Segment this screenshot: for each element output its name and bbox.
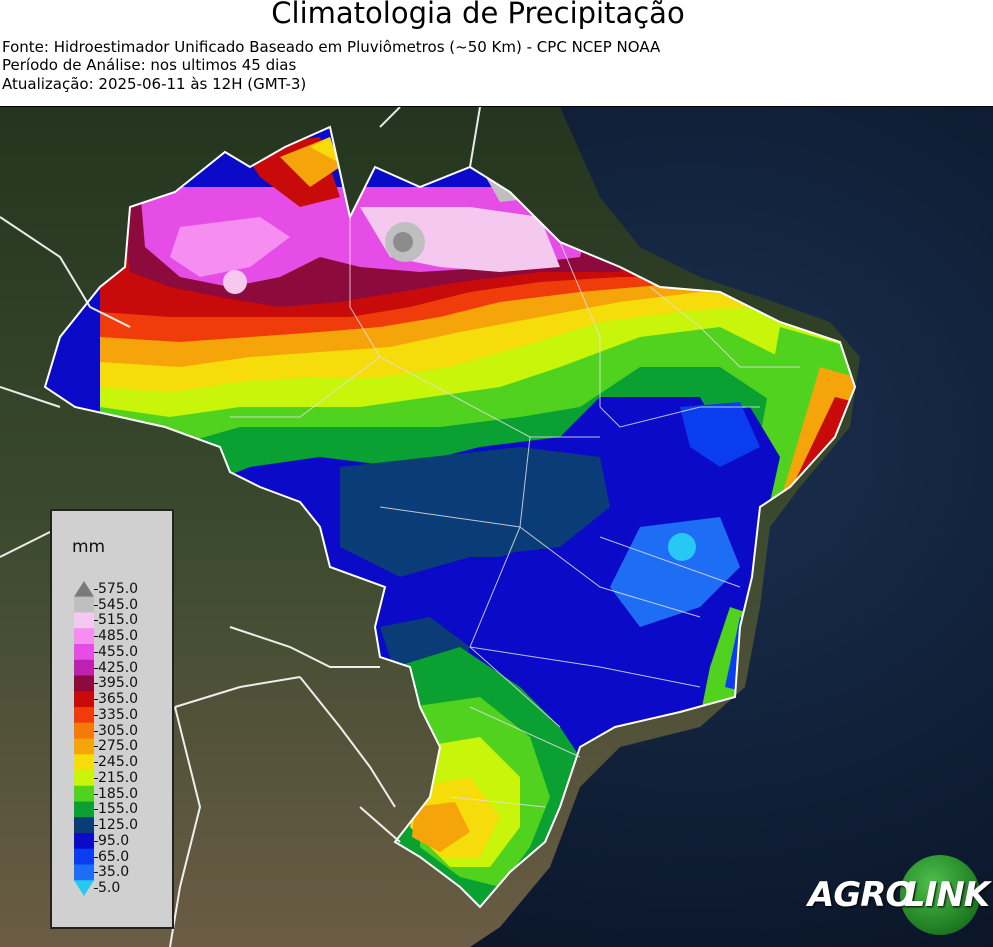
legend-swatch <box>74 848 94 865</box>
legend-swatch <box>74 754 94 771</box>
legend-tick-label: 215.0 <box>98 769 139 786</box>
legend-tick-mark <box>94 872 98 874</box>
legend-tick-label: 515.0 <box>98 612 139 629</box>
legend-tick-label: 425.0 <box>98 659 139 676</box>
legend-swatch <box>74 722 94 739</box>
legend-over-arrow <box>74 581 94 597</box>
map-svg <box>0 107 993 947</box>
legend-swatch <box>74 864 94 881</box>
legend-tick-mark <box>94 856 98 858</box>
logo-text-agro: AGRO <box>808 875 914 915</box>
legend-tick-label: 65.0 <box>98 848 130 865</box>
legend-swatch <box>74 612 94 629</box>
header: Climatologia de Precipitação Fonte: Hidr… <box>0 0 993 106</box>
legend-swatch <box>74 770 94 787</box>
legend-unit: mm <box>72 537 106 557</box>
legend-tick-mark <box>94 825 98 827</box>
legend-swatch <box>74 659 94 676</box>
legend-tick-mark <box>94 762 98 764</box>
legend-tick-label: 95.0 <box>98 832 130 849</box>
legend-color-bar <box>74 581 94 896</box>
legend-tick-label: 365.0 <box>98 691 139 708</box>
legend-tick-mark <box>94 714 98 716</box>
legend-tick-label: 275.0 <box>98 738 139 755</box>
legend-swatch <box>74 644 94 661</box>
legend-under-arrow <box>74 880 94 896</box>
legend-tick-mark <box>94 667 98 669</box>
legend-swatch <box>74 675 94 692</box>
legend-tick-mark <box>94 746 98 748</box>
map-title: Climatologia de Precipitação <box>271 0 685 30</box>
legend-tick-label: 395.0 <box>98 675 139 692</box>
legend-tick-label: 245.0 <box>98 754 139 771</box>
legend-tick-mark <box>94 793 98 795</box>
legend-tick-mark <box>94 777 98 779</box>
legend-tick-mark <box>94 651 98 653</box>
legend-tick-label: 125.0 <box>98 817 139 834</box>
legend-tick-mark <box>94 620 98 622</box>
legend-tick-label: 455.0 <box>98 643 139 660</box>
legend-tick-mark <box>94 809 98 811</box>
legend-swatch <box>74 596 94 613</box>
legend-tick-mark <box>94 588 98 590</box>
legend-tick-mark <box>94 730 98 732</box>
legend-swatch <box>74 628 94 645</box>
legend-tick-mark <box>94 840 98 842</box>
legend-tick-label: 575.0 <box>98 580 139 597</box>
legend-tick-label: 305.0 <box>98 722 139 739</box>
legend-tick-mark <box>94 636 98 638</box>
legend-tick-label: 545.0 <box>98 596 139 613</box>
precipitation-map <box>0 106 993 947</box>
legend-tick-mark <box>94 888 98 890</box>
legend-swatch <box>74 691 94 708</box>
legend-tick-label: 155.0 <box>98 801 139 818</box>
legend-swatch <box>74 707 94 724</box>
color-legend: mm 575.0 545.0 515.0 485.0 455.0 425.0 395.0 36… <box>50 509 174 929</box>
legend-tick-mark <box>94 683 98 685</box>
legend-tick-label: 485.0 <box>98 628 139 645</box>
legend-tick-mark <box>94 604 98 606</box>
legend-swatch <box>74 738 94 755</box>
agrolink-logo: AGRO LINK <box>808 855 990 935</box>
legend-tick-label: 35.0 <box>98 864 130 881</box>
legend-tick-label: 185.0 <box>98 785 139 802</box>
legend-swatch <box>74 817 94 834</box>
legend-swatch <box>74 801 94 818</box>
logo-circle <box>900 855 980 935</box>
source-text: Fonte: Hidroestimador Unificado Baseado … <box>2 38 661 56</box>
legend-swatch <box>74 833 94 850</box>
period-text: Período de Análise: nos ultimos 45 dias <box>2 56 297 74</box>
logo-text-link: LINK <box>904 875 990 915</box>
legend-swatch <box>74 785 94 802</box>
legend-tick-label: 5.0 <box>98 880 121 897</box>
legend-tick-mark <box>94 699 98 701</box>
legend-tick-label: 335.0 <box>98 706 139 723</box>
updated-text: Atualização: 2025-06-11 às 12H (GMT-3) <box>2 75 307 93</box>
